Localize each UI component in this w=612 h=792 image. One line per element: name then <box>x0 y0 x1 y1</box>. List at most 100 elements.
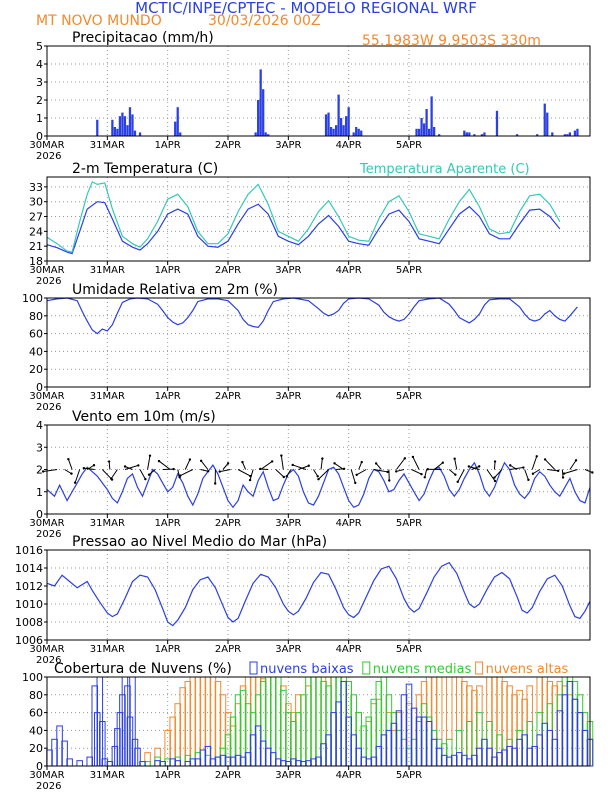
x-tick-label: 1APR <box>155 518 181 529</box>
precip-bar <box>568 132 572 136</box>
panel-title: 2-m Temperatura (C) <box>72 161 218 177</box>
y-tick-label: 80 <box>29 689 43 702</box>
wind-arrow <box>280 455 284 470</box>
wind-arrow <box>74 469 81 483</box>
precip-bar <box>262 89 265 136</box>
x-tick-label: 4APR <box>336 518 362 529</box>
y-tick-label: 4 <box>36 419 43 432</box>
precip-bar <box>420 118 423 136</box>
wind-arrow <box>184 459 191 470</box>
y-tick-label: 40 <box>29 724 43 737</box>
wind-arrow <box>292 464 307 470</box>
wind-arrow <box>222 463 229 470</box>
wind-arrow-head <box>403 457 407 460</box>
wind-arrow-head <box>270 460 274 463</box>
wind-arrow-head <box>285 475 288 478</box>
precip-bar <box>339 118 343 136</box>
x-tick-label: 2APR <box>215 644 241 655</box>
wind-arrow <box>275 469 285 478</box>
legend-label: nuvens baixas <box>260 662 354 677</box>
wind-arrow <box>396 458 406 470</box>
wind-arrow-head <box>123 465 127 468</box>
coordinates-label: 55.1983W 9.9503S 330m <box>362 33 541 49</box>
wind-arrow-head <box>355 473 358 477</box>
wind-arrow <box>373 469 388 473</box>
x-tick-label: 5APR <box>396 644 422 655</box>
wind-arrow-head <box>157 459 161 463</box>
precip-bar <box>433 127 436 136</box>
x-year-label: 2026 <box>36 529 61 540</box>
y-tick-label: 1012 <box>15 580 43 593</box>
precip-bar <box>259 69 262 136</box>
wind-arrow-head <box>386 470 389 474</box>
wind-arrow-head <box>144 477 147 481</box>
x-tick-label: 2APR <box>215 265 241 276</box>
panel-frame <box>46 424 591 515</box>
wind-arrow-head <box>282 475 286 479</box>
precip-bar <box>138 132 142 136</box>
wind-arrow-head <box>110 477 113 480</box>
wind-arrow <box>531 456 538 470</box>
wind-arrow-head <box>556 469 560 473</box>
wind-arrow-head <box>493 476 496 479</box>
wind-arrow-head <box>107 460 111 463</box>
precip-bar <box>352 132 355 136</box>
wind-arrow <box>468 465 480 470</box>
x-tick-label: 31MAR <box>90 770 125 781</box>
wind-arrow-head <box>574 459 578 462</box>
panel-pressure: 1006 1008 1010 1012 1014 1016 30MAR 31MAR 1APR 2A… <box>15 534 591 666</box>
y-tick-label: 18 <box>29 255 43 268</box>
wind-arrow-head <box>307 464 310 467</box>
precip-bar <box>123 116 127 136</box>
wind-arrow-head <box>41 470 45 473</box>
wind-arrow-head <box>241 460 244 464</box>
wind-arrow-head <box>321 457 324 460</box>
x-tick-label: 4APR <box>336 140 362 151</box>
precip-bar <box>116 128 119 136</box>
x-tick-label: 1APR <box>155 265 181 276</box>
series-line <box>46 297 578 335</box>
y-tick-label: 33 <box>29 181 43 194</box>
wind-arrow-head <box>259 467 262 471</box>
x-year-label: 2026 <box>36 151 61 162</box>
precip-bar <box>118 116 122 136</box>
wind-arrow-head <box>535 455 538 458</box>
y-tick-label: 0 <box>36 130 43 143</box>
wind-arrow <box>411 469 422 475</box>
wind-arrow-head <box>441 461 445 464</box>
wind-arrow <box>180 469 194 477</box>
precip-bar <box>417 128 421 136</box>
wind-arrow <box>493 461 496 470</box>
y-tick-label: 100 <box>22 292 43 305</box>
y-tick-label: 27 <box>29 211 43 224</box>
precip-bar <box>430 96 433 136</box>
x-tick-label: 1APR <box>155 644 181 655</box>
precip-bar <box>332 128 335 136</box>
x-tick-label: 3APR <box>275 391 301 402</box>
wind-arrow-head <box>411 455 415 459</box>
legend-label: nuvens medias <box>373 662 472 677</box>
precip-bar <box>257 100 260 136</box>
wind-arrow <box>237 469 251 477</box>
x-tick-label: 30MAR <box>29 391 64 402</box>
x-tick-label: 3APR <box>275 644 301 655</box>
wind-arrow <box>148 469 156 476</box>
wind-arrow-head <box>206 470 210 473</box>
y-tick-label: 1006 <box>15 634 43 647</box>
wind-arrow <box>43 469 58 472</box>
precip-bar <box>463 130 466 136</box>
precip-bar <box>264 132 267 136</box>
y-tick-label: 2 <box>36 94 43 107</box>
wind-arrow-head <box>333 462 336 465</box>
wind-arrow <box>83 467 95 470</box>
x-tick-label: 31MAR <box>90 644 125 655</box>
wind-arrow <box>242 461 247 470</box>
precip-bar <box>468 132 471 136</box>
precip-bar <box>342 125 345 136</box>
x-tick-label: 30MAR <box>29 140 64 151</box>
wind-arrow <box>356 469 367 476</box>
precip-bar <box>337 94 340 136</box>
wind-arrow <box>249 469 254 481</box>
x-tick-label: 30MAR <box>29 518 64 529</box>
panel-frame <box>46 676 591 767</box>
